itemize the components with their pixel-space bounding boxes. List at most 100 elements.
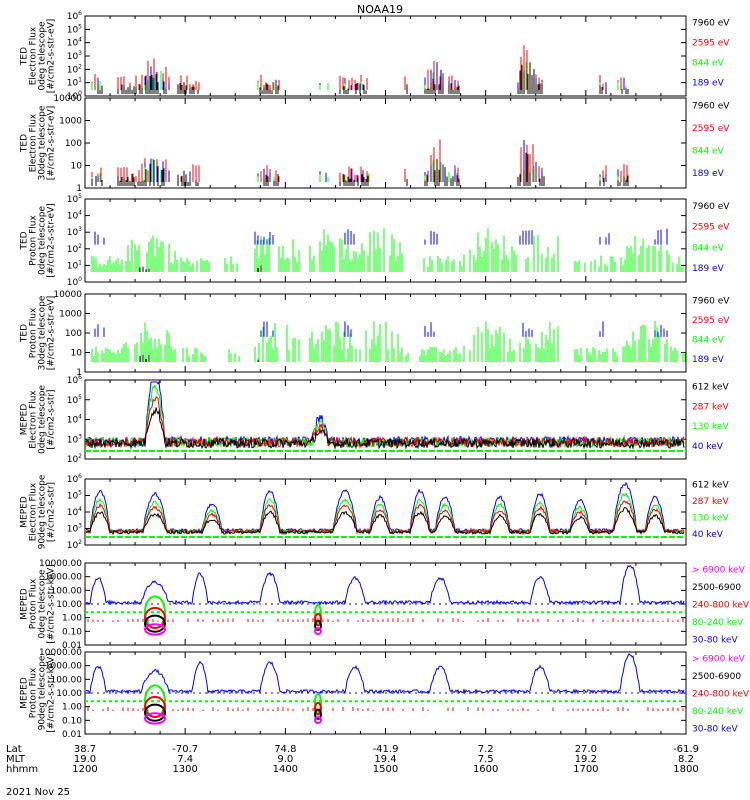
legend-entry: 844 eV: [692, 146, 725, 156]
flux-hump: [314, 603, 322, 624]
flux-hump: [314, 627, 322, 636]
y-tick-label: 101: [67, 77, 82, 89]
legend-entry: 30-80 keV: [692, 724, 738, 734]
legend-entry: 844 eV: [692, 335, 725, 345]
y-axis-label: MEPED: [20, 588, 30, 620]
x-tick-label-hhmm: 1600: [473, 764, 498, 775]
x-tick-label-lat: 7.2: [478, 744, 494, 755]
x-tick-label-mlt: 8.2: [678, 754, 694, 765]
y-axis-label: 30deg telescope: [38, 105, 48, 180]
x-tick-label-mlt: 9.0: [277, 754, 293, 765]
legend-entry: 2595 eV: [692, 316, 730, 326]
panel-4-traces: [91, 320, 686, 362]
y-tick-label: 0.01: [62, 730, 82, 740]
y-tick-label: 102: [67, 453, 82, 465]
y-axis-label: Electron Flux: [29, 482, 39, 541]
y-axis-label: TED: [20, 231, 30, 250]
y-axis-label: [#/cm2-s-str-eV]: [47, 106, 57, 181]
y-axis-label: [#/cm2-s-str-eV]: [47, 296, 57, 371]
flux-trace: [85, 407, 685, 450]
y-tick-label: 0.10: [62, 716, 82, 726]
y-tick-label: 0.01: [62, 641, 82, 651]
x-tick-label-mlt: 19.2: [575, 754, 597, 765]
panel-3: 100 101 102 103 104 105 TED Proton Flux 0deg tel…: [20, 193, 731, 288]
legend-entry: 2500-6900: [692, 583, 741, 593]
panel-7: 0.01 0.10 1.00 10.00 100.00 1000.00 10000.00 ME…: [20, 559, 750, 651]
legend-entry: 7960 eV: [692, 101, 730, 111]
y-axis-label: [#/cm2-s-str-keV]: [47, 653, 57, 732]
y-tick-label: 1: [76, 368, 82, 378]
legend-entry: 2595 eV: [692, 223, 730, 233]
legend-entry: 40 keV: [692, 442, 724, 452]
y-axis-label: 30deg telescope: [38, 295, 48, 370]
plot-frame: [84, 97, 687, 189]
y-tick-label: 103: [67, 226, 82, 238]
y-tick-label: 1000.00: [45, 662, 82, 672]
flux-hump: [144, 614, 166, 633]
y-tick-label: 10.00: [56, 600, 82, 610]
flux-trace: [85, 492, 685, 535]
legend-entry: 7960 eV: [692, 296, 730, 306]
y-axis-label: MEPED: [20, 677, 30, 709]
y-axis-label: MEPED: [20, 496, 30, 528]
y-axis-label: [#/cm2-s-str]: [47, 389, 57, 449]
figure-title: NOAA19: [357, 3, 403, 16]
legend-entry: 287 keV: [692, 402, 729, 412]
flux-hump: [314, 716, 322, 725]
y-tick-label: 1.00: [62, 703, 82, 713]
x-row-label: Lat: [6, 744, 22, 755]
legend-entry: 612 keV: [692, 481, 729, 491]
flux-trace: [85, 380, 685, 448]
panel-7-traces: [85, 565, 686, 636]
y-axis-label: Electron Flux: [29, 113, 39, 172]
y-tick-label: 103: [67, 50, 82, 62]
legend-entry: 612 keV: [692, 383, 729, 393]
y-tick-label: 105: [67, 394, 82, 406]
legend-entry: 80-240 keV: [692, 618, 744, 628]
flux-hump: [144, 712, 166, 725]
y-tick-label: 101: [67, 259, 82, 271]
y-tick-label: 102: [67, 63, 82, 75]
y-tick-label: 1000: [59, 310, 82, 320]
y-axis-label: Proton Flux: [29, 578, 39, 629]
flux-trace: [86, 481, 685, 534]
y-axis-label: [#/cm2-s-str-eV]: [47, 19, 57, 94]
y-axis-label: TED: [20, 134, 30, 153]
x-tick-label-lat: 38.7: [74, 744, 96, 755]
panel-8: 0.01 0.10 1.00 10.00 100.00 1000.00 10000.00 ME…: [20, 648, 750, 740]
y-tick-label: 102: [67, 243, 82, 255]
legend-entry: 240-800 keV: [692, 601, 750, 611]
y-axis-label: 90deg telescope: [38, 474, 48, 549]
panel-2: 1 10 100 1000 10000 TED Electron Flux 30deg tel…: [20, 94, 731, 194]
flux-hump: [144, 606, 166, 629]
x-tick-label-mlt: 19.4: [374, 754, 396, 765]
legend-entry: 7960 eV: [692, 202, 730, 212]
footer-date: 2021 Nov 25: [6, 787, 70, 798]
panel-5: 102 103 104 105 106 MEPED Electron Flux 0deg te…: [20, 374, 730, 465]
y-axis-label: 0deg telescope: [38, 206, 48, 276]
legend-entry: 2595 eV: [692, 124, 730, 134]
flux-trace: [85, 383, 685, 449]
y-axis-label: Electron Flux: [29, 390, 39, 449]
y-tick-label: 104: [67, 210, 82, 222]
plot-frame: [84, 15, 687, 97]
y-tick-label: 0.10: [62, 627, 82, 637]
flux-hump: [314, 701, 322, 716]
y-tick-label: 10000: [53, 94, 82, 104]
y-axis-label: [#/cm2-s-str]: [47, 482, 57, 542]
flux-hump: [144, 695, 166, 718]
y-tick-label: 105: [67, 193, 82, 205]
x-tick-label-lat: 27.0: [575, 744, 597, 755]
legend-entry: 30-80 keV: [692, 635, 738, 645]
y-tick-label: 10000.00: [39, 648, 82, 658]
x-tick-label-mlt: 7.5: [478, 754, 494, 765]
flux-trace: [85, 507, 685, 536]
y-axis-label: 0deg telescope: [38, 569, 48, 639]
x-tick-label-lat: -41.9: [373, 744, 399, 755]
legend-entry: 189 eV: [692, 169, 725, 179]
panel-4: 1 10 100 1000 10000 TED Proton Flux 30deg teles…: [20, 290, 731, 378]
